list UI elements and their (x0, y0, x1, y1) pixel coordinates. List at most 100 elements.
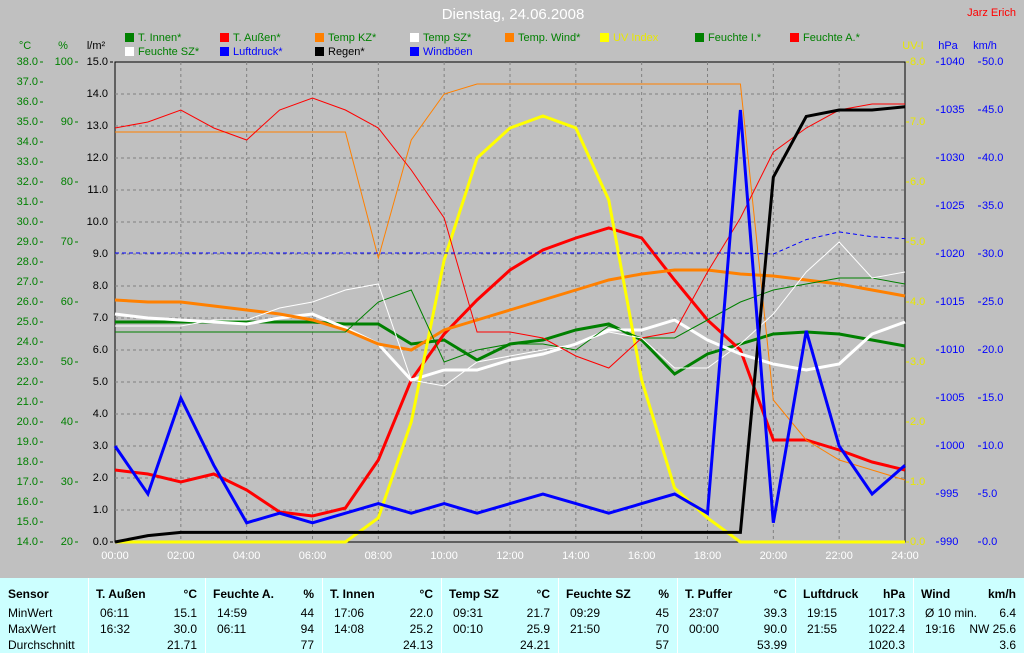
y-tick-label: 1015 (940, 296, 964, 308)
y-tick-label: 25.0 (982, 296, 1003, 308)
legend-swatch (315, 33, 324, 42)
y-tick-label: 15.0 (982, 392, 1003, 404)
header-unit: °C (773, 587, 787, 601)
y-tick-label: 20.0 (982, 344, 1003, 356)
legend-swatch (315, 47, 324, 56)
header-unit: hPa (882, 587, 905, 601)
separator (205, 578, 206, 653)
y-tick-label: 1005 (940, 392, 964, 404)
axis-title: UV-I (902, 40, 923, 52)
y-tick-label: 19.0 (17, 436, 38, 448)
legend-swatch (410, 33, 419, 42)
header-cell: Feuchte SZ (566, 587, 631, 601)
y-tick-label: 14.0 (87, 88, 108, 100)
header-unit: °C (419, 587, 433, 601)
series-line (114, 226, 906, 518)
y-tick-label: 1.0 (910, 476, 925, 488)
axis-title: % (58, 40, 68, 52)
separator (322, 578, 323, 653)
cell-value: 1022.4 (868, 622, 905, 636)
cell-time: 06:11 (100, 606, 130, 620)
y-tick-label: 40.0 (982, 152, 1003, 164)
y-tick-label: 30.0 (17, 216, 38, 228)
y-tick-label: 990 (940, 536, 958, 548)
y-tick-label: 45.0 (982, 104, 1003, 116)
cell-value: 21.71 (166, 638, 197, 652)
cell-time: 14:59 (217, 606, 248, 620)
legend-swatch (125, 33, 134, 42)
cell-time: 19:16 (925, 622, 956, 636)
series-line (114, 312, 906, 382)
y-tick-label: 38.0 (17, 56, 38, 68)
y-tick-label: 995 (940, 488, 958, 500)
header-cell: Sensor (8, 587, 49, 601)
y-tick-label: 13.0 (87, 120, 108, 132)
legend-swatch (220, 47, 229, 56)
x-tick-label: 08:00 (365, 550, 393, 562)
cell-time: 09:29 (570, 606, 601, 620)
cell-value: 94 (300, 622, 314, 636)
separator (441, 578, 442, 653)
header-unit: km/h (987, 587, 1016, 601)
cell-value: 1020.3 (868, 638, 905, 652)
row-label: Durchschnitt (8, 638, 75, 652)
cell-value: 30.0 (173, 622, 197, 636)
y-tick-label: 1020 (940, 248, 964, 260)
y-tick-label: 0.0 (982, 536, 997, 548)
y-tick-label: 1.0 (93, 504, 108, 516)
y-tick-label: 25.0 (17, 316, 38, 328)
y-tick-label: 35.0 (982, 200, 1003, 212)
header-cell: Temp SZ (449, 587, 499, 601)
y-tick-label: 21.0 (17, 396, 38, 408)
author: Jarz Erich (967, 7, 1016, 19)
legend-label: T. Innen* (138, 32, 182, 44)
x-tick-label: 10:00 (430, 550, 458, 562)
axis-title: km/h (973, 40, 997, 52)
x-tick-label: 04:00 (233, 550, 261, 562)
cell-value: 15.1 (173, 606, 197, 620)
y-tick-label: 5.0 (982, 488, 997, 500)
axis-title: °C (19, 40, 31, 52)
cell-value: 77 (300, 638, 314, 652)
y-tick-label: 31.0 (17, 196, 38, 208)
y-tick-label: 7.0 (910, 116, 925, 128)
cell-time: 14:08 (334, 622, 365, 636)
y-tick-label: 11.0 (87, 184, 108, 196)
y-tick-label: 9.0 (93, 248, 108, 260)
y-tick-label: 1000 (940, 440, 964, 452)
y-tick-label: 60 (61, 296, 73, 308)
y-tick-label: 33.0 (17, 156, 38, 168)
header-cell: Wind (921, 587, 951, 601)
cell-value: 24.13 (402, 638, 433, 652)
row-label: MaxWert (8, 622, 56, 636)
y-tick-label: 27.0 (17, 276, 38, 288)
separator (913, 578, 914, 653)
y-tick-label: 22.0 (17, 376, 38, 388)
cell-time: 09:31 (453, 606, 484, 620)
header-unit: % (303, 587, 314, 601)
y-tick-label: 7.0 (93, 312, 108, 324)
y-tick-label: 14.0 (17, 536, 38, 548)
cell-value: 53.99 (756, 638, 787, 652)
series-line (115, 83, 906, 481)
y-tick-label: 3.0 (910, 356, 925, 368)
y-tick-label: 36.0 (17, 96, 38, 108)
y-tick-label: 2.0 (93, 472, 108, 484)
cell-time: 21:50 (570, 622, 601, 636)
y-tick-label: 16.0 (17, 496, 38, 508)
legend-label: T. Außen* (233, 32, 281, 44)
cell-value: 70 (655, 622, 669, 636)
series-line (115, 277, 906, 363)
header-cell: T. Außen (96, 587, 146, 601)
series-line (114, 105, 906, 544)
series-line (115, 241, 906, 387)
y-tick-label: 90 (61, 116, 73, 128)
y-tick-label: 37.0 (17, 76, 38, 88)
y-tick-label: 30.0 (982, 248, 1003, 260)
y-tick-label: 8.0 (910, 56, 925, 68)
series-line (114, 97, 905, 369)
cell-value: 24.21 (519, 638, 550, 652)
separator (88, 578, 89, 653)
cell-time: 17:06 (334, 606, 365, 620)
